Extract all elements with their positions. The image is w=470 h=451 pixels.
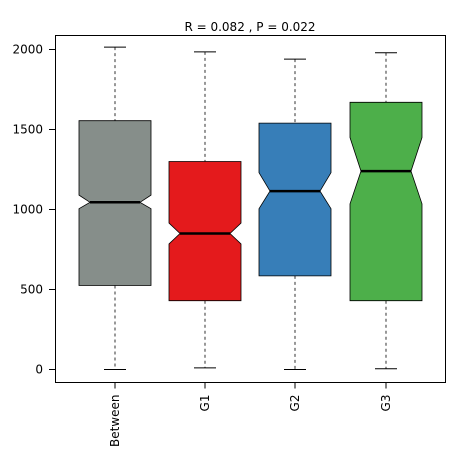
box-between [78, 46, 152, 370]
y-tick-label: 2000 [12, 43, 43, 57]
notched-box [168, 161, 242, 302]
x-tick-label: Between [108, 395, 122, 448]
x-axis: Between G1 G2 G3 [108, 382, 393, 448]
x-tick-label: G1 [198, 395, 212, 412]
y-tick-label: 1000 [12, 203, 43, 217]
y-tick-label: 0 [35, 363, 43, 377]
x-tick-label: G2 [288, 395, 302, 412]
box-g2 [258, 58, 332, 370]
y-tick-label: 1500 [12, 123, 43, 137]
notched-box [258, 122, 332, 277]
notched-box [349, 101, 423, 302]
y-tick-label: 500 [20, 283, 43, 297]
y-axis: 0 500 1000 1500 2000 [12, 43, 55, 377]
plot-frame [55, 35, 446, 383]
boxes-layer [78, 46, 423, 370]
box-g3 [349, 52, 423, 370]
chart-title: R = 0.082 , P = 0.022 [184, 20, 315, 34]
box-g1 [168, 51, 242, 369]
x-tick-label: G3 [379, 395, 393, 412]
